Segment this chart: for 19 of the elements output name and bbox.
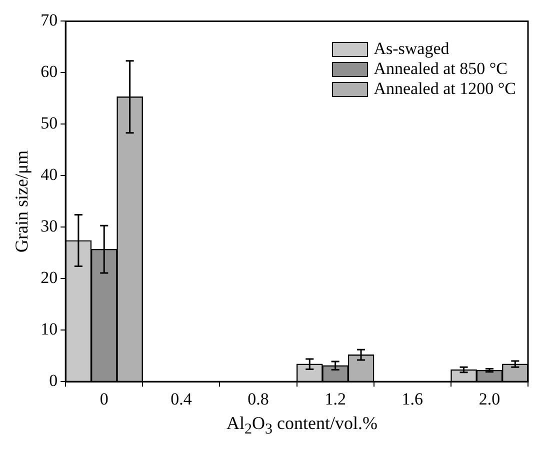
x-tick-label: 0.4 (170, 389, 192, 408)
y-tick-label: 20 (40, 268, 58, 288)
x-tick-label: 0 (100, 389, 108, 408)
x-tick-label: 2.0 (478, 389, 500, 408)
y-tick-label: 60 (40, 62, 58, 82)
legend-label: Annealed at 1200 °C (374, 79, 516, 100)
y-tick-label: 0 (49, 371, 58, 390)
y-tick-label: 70 (40, 10, 58, 30)
legend-label: As-swaged (374, 39, 450, 60)
x-tick-label: 1.6 (402, 389, 424, 408)
x-tick-label: 1.2 (324, 389, 346, 408)
x-axis-title: Al$_{2}$O$_{3}$ content/vol.% (226, 413, 378, 439)
x-tick-label: 0.8 (248, 389, 269, 408)
y-tick-label: 10 (40, 320, 58, 339)
y-tick-label: 40 (40, 165, 58, 184)
y-axis-title: Grain size/μm (12, 150, 32, 252)
y-tick-label: 30 (40, 216, 58, 236)
legend-label: Annealed at 850 °C (374, 59, 508, 80)
y-tick-label: 50 (40, 114, 58, 133)
